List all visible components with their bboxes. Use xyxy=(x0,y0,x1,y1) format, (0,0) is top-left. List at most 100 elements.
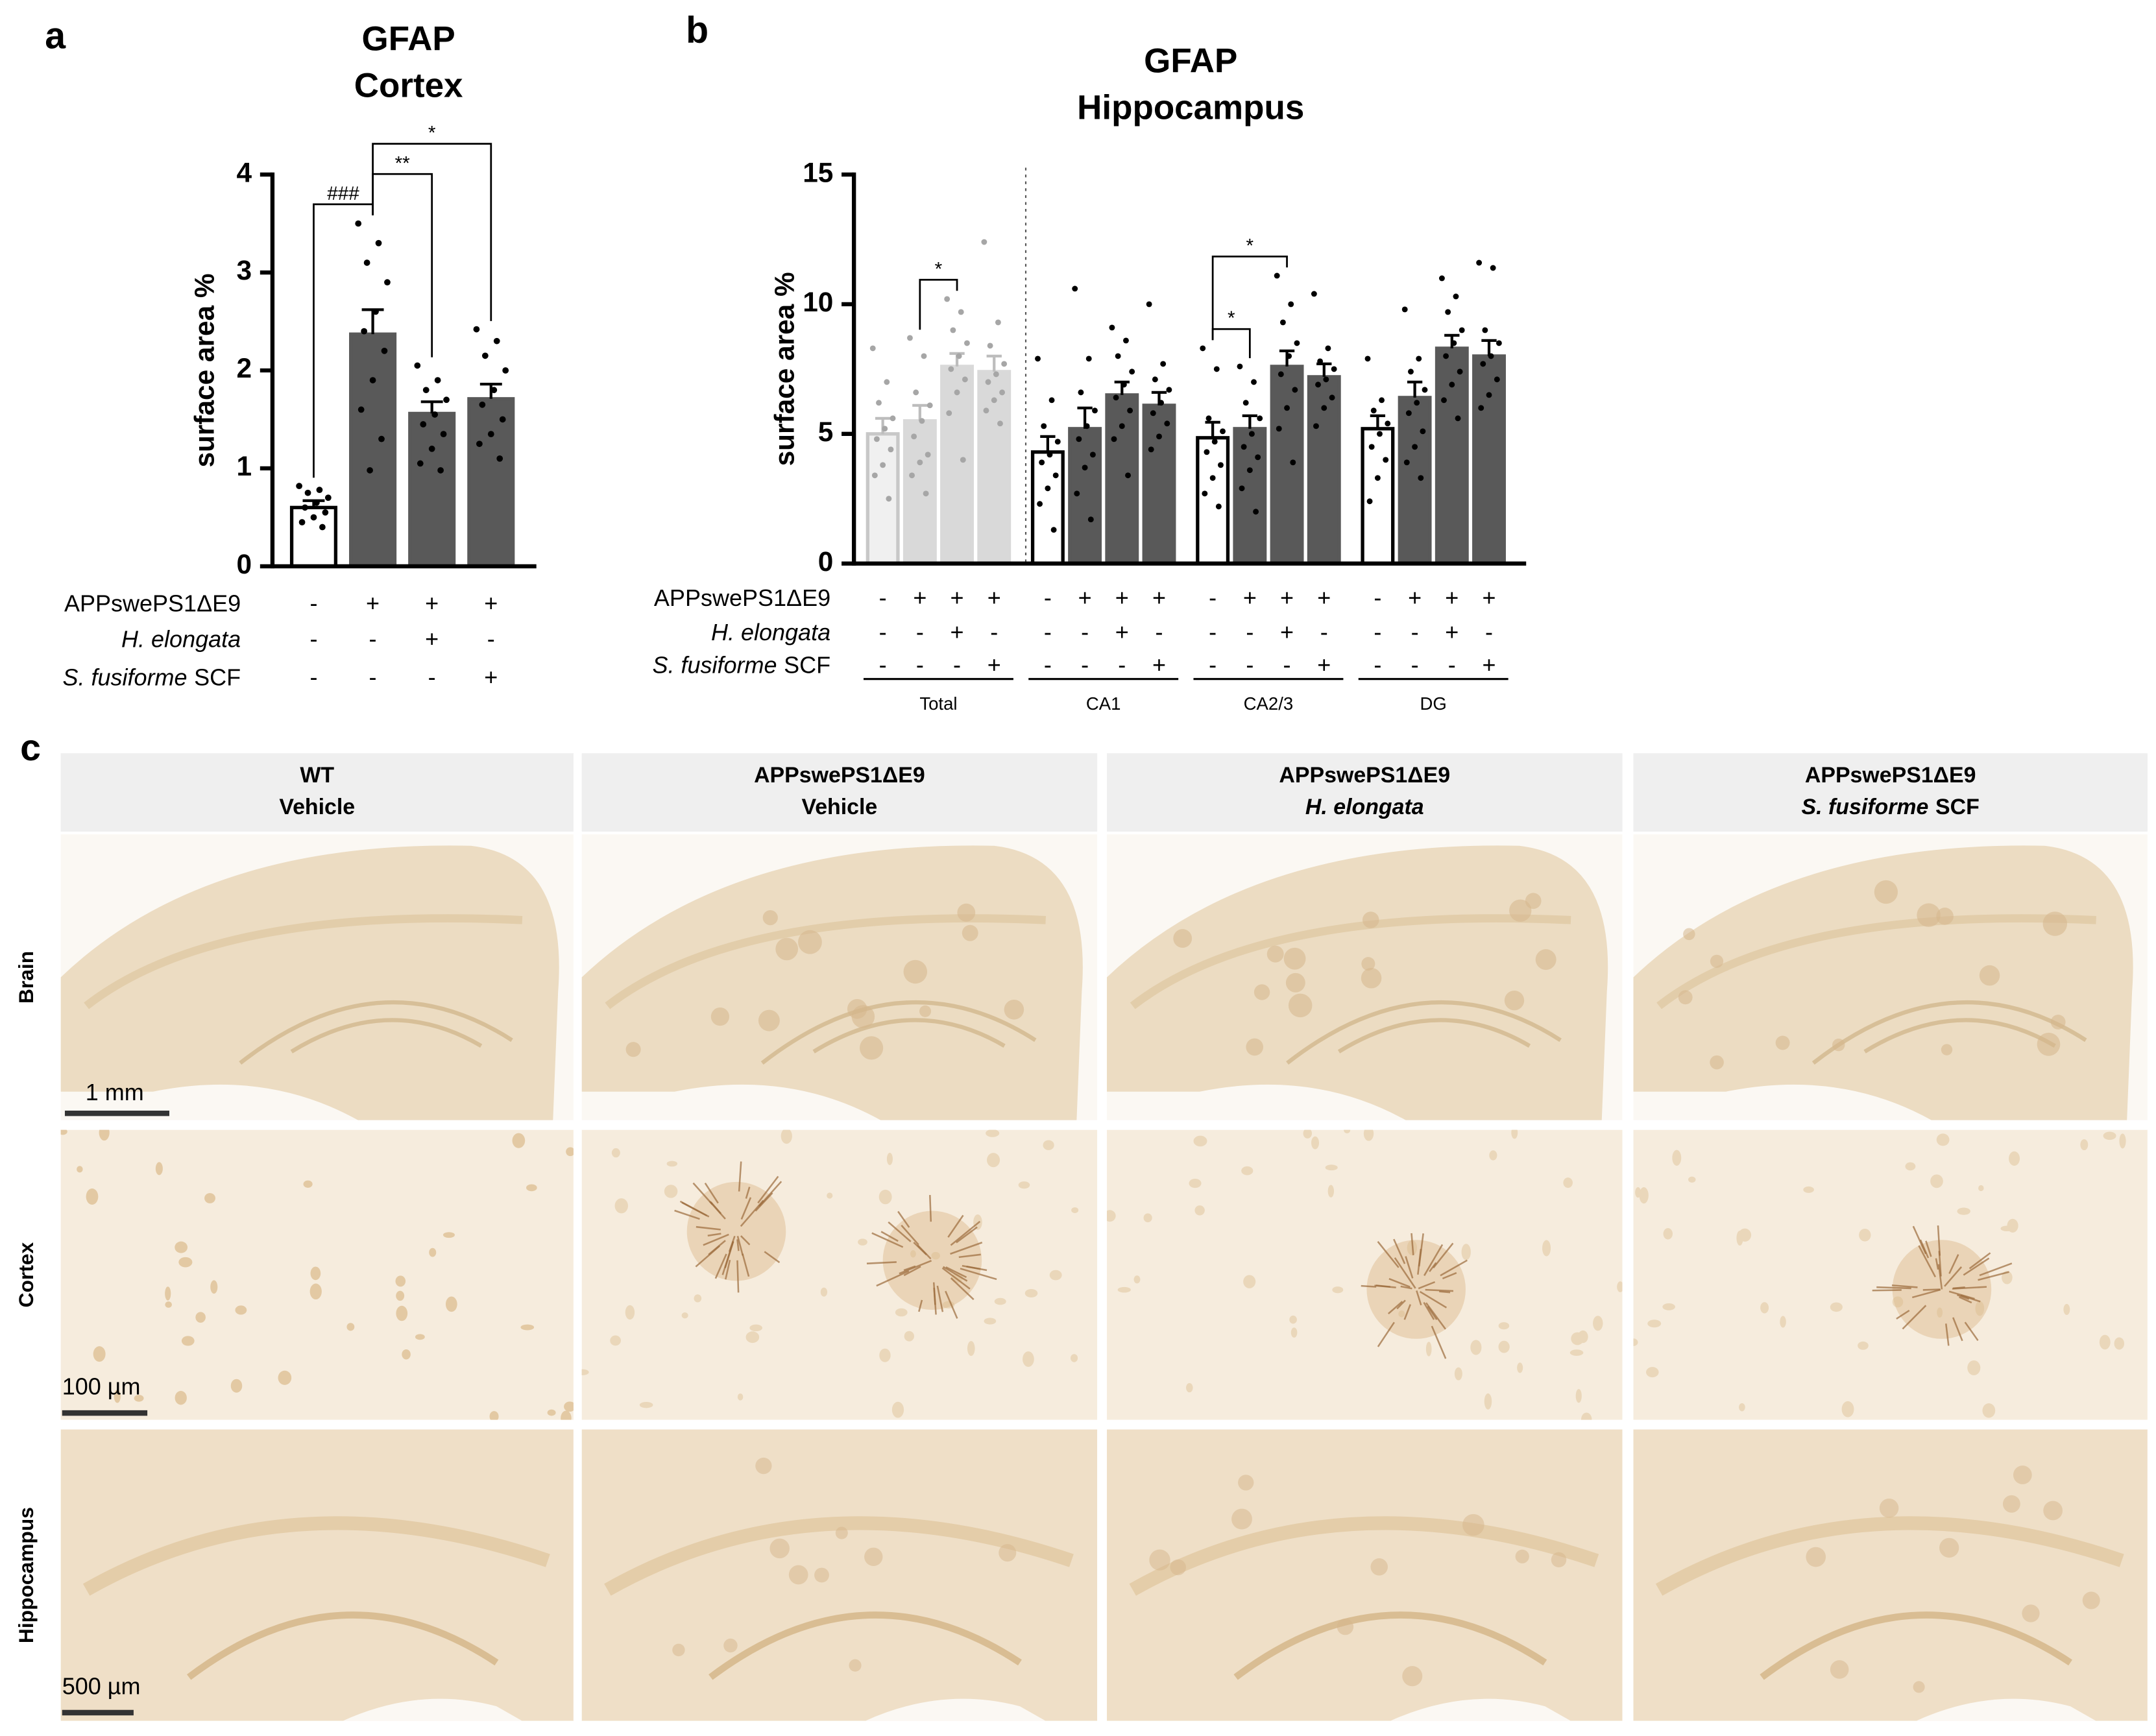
data-point xyxy=(1213,366,1220,372)
cell-body xyxy=(2103,1131,2116,1140)
condition-mark: + xyxy=(1482,584,1496,610)
cell-body xyxy=(134,1395,144,1402)
data-point xyxy=(1217,462,1224,468)
bar xyxy=(1105,393,1139,566)
cell-body xyxy=(396,1305,408,1321)
panel-label: a xyxy=(45,15,66,56)
micrograph xyxy=(1106,1429,1623,1721)
astrocyte-process xyxy=(1896,1309,1910,1320)
cell-body xyxy=(1647,1320,1662,1328)
condition-mark: - xyxy=(879,651,887,678)
cell-body xyxy=(520,1324,535,1331)
condition-mark: - xyxy=(1246,651,1254,678)
data-point xyxy=(1286,353,1292,359)
cell-body xyxy=(564,1401,574,1412)
significance-bracket xyxy=(919,278,958,330)
column-header-line: APPswePS1ΔE9 xyxy=(1279,763,1450,788)
data-point xyxy=(1215,503,1222,510)
micrograph-background xyxy=(60,1429,574,1721)
cell-body xyxy=(610,1335,621,1346)
tissue-layer xyxy=(1130,914,1571,1009)
astrocyte-process xyxy=(1963,1257,1990,1276)
ventricle xyxy=(1390,1698,1571,1721)
cell-body xyxy=(99,1129,110,1141)
astrocyte-process xyxy=(696,1225,721,1231)
data-point xyxy=(1449,381,1455,388)
data-point xyxy=(1160,361,1167,367)
data-point xyxy=(1368,444,1375,450)
data-point xyxy=(1278,371,1284,378)
plaque xyxy=(849,1659,862,1672)
astrocyte-process xyxy=(1938,1251,1942,1277)
data-point xyxy=(1111,436,1117,442)
condition-mark: - xyxy=(916,618,924,645)
y-tick-label: 2 xyxy=(237,353,252,383)
cell-body xyxy=(1569,1349,1584,1356)
astrocyte-process xyxy=(1912,1225,1927,1255)
error-bar xyxy=(1279,349,1295,367)
error-bar xyxy=(420,400,443,414)
plaque xyxy=(1266,945,1284,963)
bar xyxy=(1435,346,1469,566)
plaque xyxy=(1775,1035,1790,1050)
data-point xyxy=(1482,327,1488,333)
data-point xyxy=(948,366,954,372)
cell-body xyxy=(77,1166,83,1173)
astrocyte-process xyxy=(745,1187,751,1199)
plaque xyxy=(1362,911,1379,928)
cell-body xyxy=(1470,1340,1482,1355)
condition-mark: - xyxy=(487,625,495,652)
data-point xyxy=(944,296,951,302)
condition-mark: + xyxy=(1115,584,1129,610)
plaque xyxy=(1462,1513,1484,1536)
condition-mark: + xyxy=(1408,584,1422,610)
data-point xyxy=(1476,259,1483,266)
astrocyte-process xyxy=(1388,1278,1411,1288)
cell-body xyxy=(2007,1218,2018,1233)
data-point xyxy=(1001,361,1008,367)
cell-body xyxy=(910,1250,916,1258)
data-point xyxy=(1438,275,1445,282)
plaque xyxy=(1551,1552,1567,1568)
condition-mark: + xyxy=(484,590,498,616)
cell-body xyxy=(878,1189,892,1205)
astrocyte-process xyxy=(1918,1245,1937,1278)
plaque xyxy=(1832,1038,1845,1052)
astrocyte-process xyxy=(1959,1296,1972,1304)
data-point xyxy=(1405,410,1412,416)
cell-body xyxy=(2009,1151,2020,1166)
condition-mark: - xyxy=(1411,618,1419,645)
condition-mark: + xyxy=(1317,584,1331,610)
astrocyte-process xyxy=(933,1287,936,1305)
astrocyte-process xyxy=(1418,1281,1436,1290)
cell-body xyxy=(1049,1270,1062,1281)
data-point xyxy=(958,309,964,315)
data-point xyxy=(1401,306,1408,313)
cell-body xyxy=(1194,1205,1205,1216)
data-point xyxy=(499,416,506,423)
data-point xyxy=(1115,353,1121,359)
scale-bar-label: 1 mm xyxy=(86,1079,144,1105)
astrocyte-process xyxy=(1433,1242,1454,1269)
plaque xyxy=(2082,1591,2100,1609)
cell-body xyxy=(1454,1367,1462,1380)
cell-body xyxy=(1780,1316,1786,1328)
cell-body xyxy=(1633,1338,1638,1346)
row-label: Cortex xyxy=(14,1242,38,1308)
astrocyte-process xyxy=(1937,1264,1943,1290)
data-point xyxy=(1039,459,1045,466)
astrocyte-process xyxy=(1400,1285,1412,1290)
data-point xyxy=(1329,394,1335,401)
cell-body xyxy=(2119,1133,2126,1149)
condition-mark: - xyxy=(1485,618,1493,645)
data-point xyxy=(1370,407,1377,414)
tissue-layer xyxy=(84,914,523,1009)
micrograph-background xyxy=(1633,1129,2148,1420)
condition-mark: - xyxy=(1209,584,1217,610)
hippocampus-band xyxy=(1655,1516,2124,1596)
cell-body xyxy=(1803,1186,1814,1193)
data-point xyxy=(1486,392,1492,398)
cell-body xyxy=(1461,1244,1471,1260)
astrocyte-process xyxy=(1979,1262,2013,1277)
scale-bar-label: 100 µm xyxy=(62,1373,141,1399)
